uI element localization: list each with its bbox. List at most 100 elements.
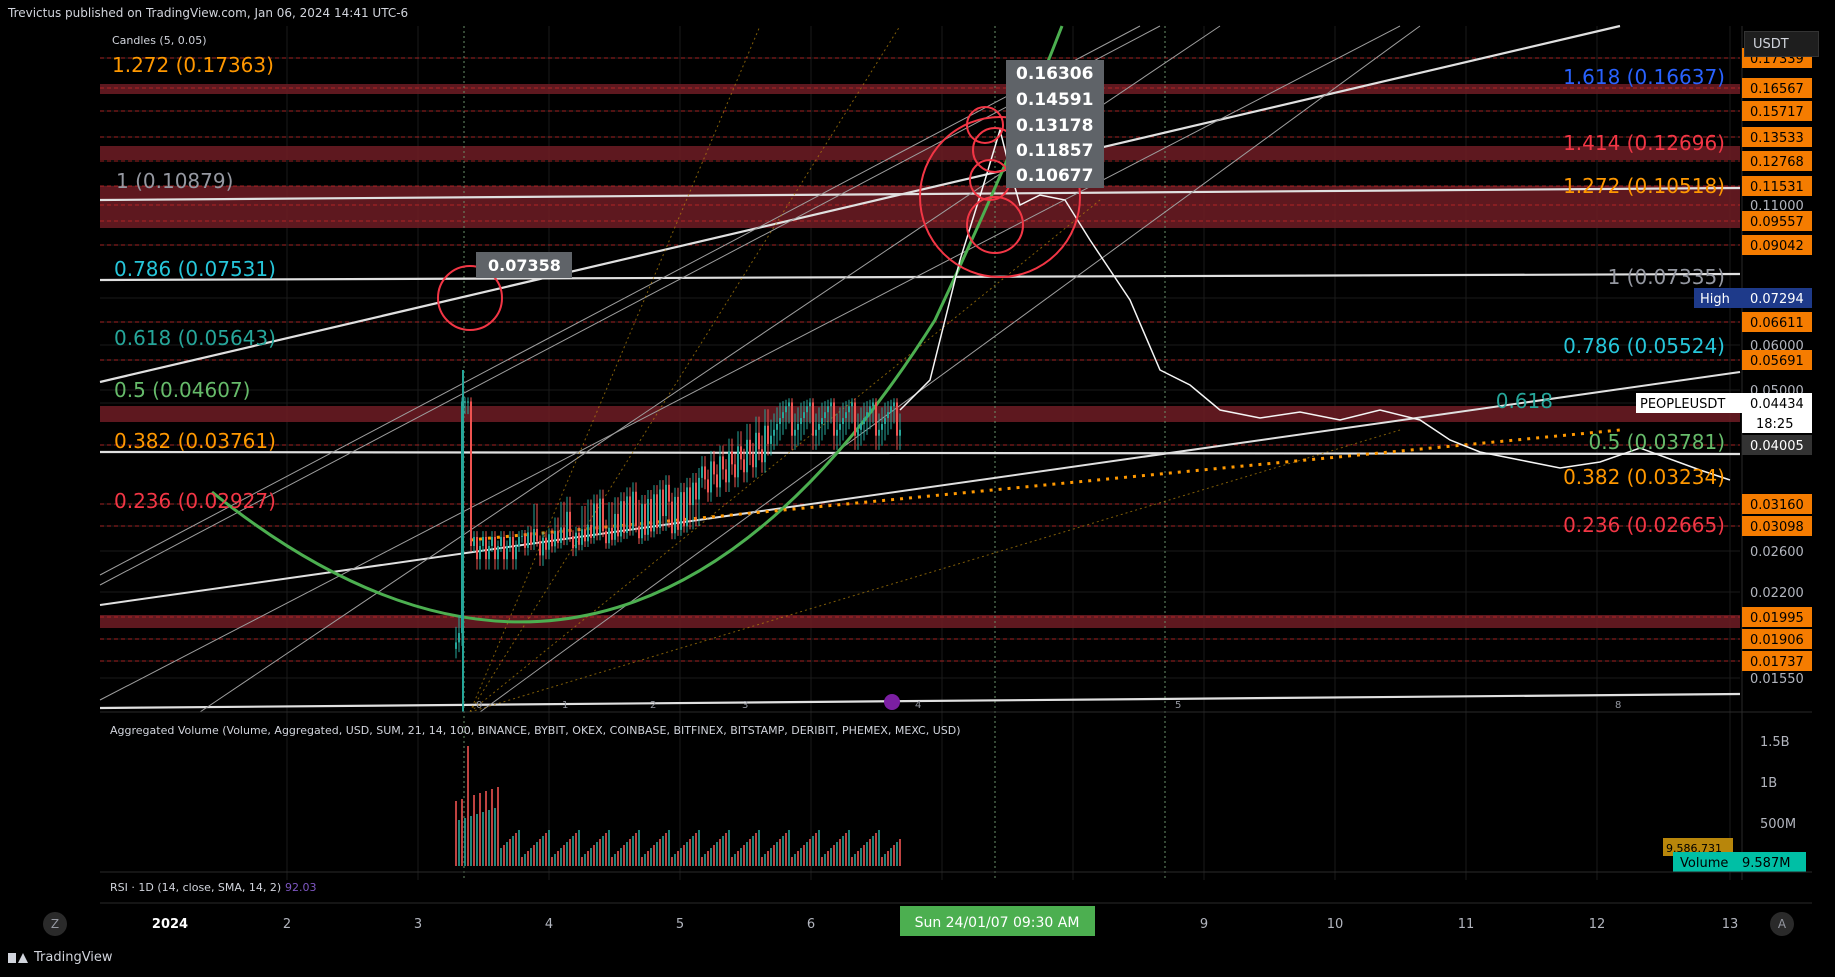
price-tag-bg	[1742, 176, 1812, 196]
time-axis-left-button[interactable]: Z	[43, 912, 67, 936]
candle-body	[737, 446, 739, 478]
volume-axis: 1.5B	[1760, 735, 1790, 750]
trend-line	[99, 272, 1741, 282]
candle-body	[512, 536, 514, 560]
candle-body	[473, 536, 475, 546]
rsi-value: 92.03	[285, 881, 317, 894]
volume-bar	[656, 842, 658, 866]
candle-body	[635, 491, 637, 527]
candle-body	[740, 446, 742, 460]
volume-bar	[809, 839, 811, 866]
wave-label: 1	[562, 700, 568, 711]
candle-body	[677, 496, 679, 530]
candle-body	[833, 402, 835, 436]
time-tick: 5	[676, 917, 684, 932]
candle-body	[509, 536, 511, 546]
candle-body	[869, 406, 871, 413]
wave-label: 8	[1615, 700, 1621, 711]
volume-bar	[860, 848, 862, 866]
candle-body	[695, 482, 697, 500]
candle-body	[743, 459, 745, 473]
candle-body	[488, 545, 490, 560]
volume-bar	[812, 836, 814, 866]
price-tag-bg	[1742, 607, 1812, 627]
candle-body	[722, 456, 724, 470]
candle-body	[824, 412, 826, 419]
candle-body	[854, 402, 856, 436]
volume-bar	[461, 799, 463, 866]
price-tag-bg	[1742, 494, 1812, 514]
candle-body	[749, 439, 751, 455]
volume-bar	[584, 854, 586, 866]
volume-bar	[734, 854, 736, 866]
candle-body	[557, 530, 559, 543]
price-tag: 0.16567	[1750, 82, 1804, 97]
candle-body	[518, 536, 520, 546]
fib-right-label: 0.236 (0.02665)	[1563, 513, 1725, 537]
time-tick: 4	[545, 917, 553, 932]
price-tag: 0.15717	[1750, 105, 1804, 120]
volume-bar	[662, 836, 664, 866]
candle-body	[542, 537, 544, 556]
currency-selector[interactable]: USDT	[1744, 31, 1819, 57]
cup-arc	[211, 25, 1064, 624]
candle-body	[527, 532, 529, 548]
volume-axis: 500M	[1760, 817, 1796, 832]
volume-bar	[794, 854, 796, 866]
volume-bar	[581, 857, 583, 866]
volume-bar	[620, 848, 622, 866]
volume-bar	[602, 836, 604, 866]
volume-bar	[800, 848, 802, 866]
price-tag: 0.03098	[1750, 520, 1804, 535]
volume-bar	[683, 845, 685, 866]
volume-bar	[512, 836, 514, 866]
price-tick: 0.06000	[1750, 339, 1804, 354]
auto-scale-button[interactable]: A	[1770, 912, 1794, 936]
price-tag: 0.01737	[1750, 655, 1804, 670]
candle-body	[692, 482, 694, 506]
candle-body	[764, 425, 766, 463]
candle-body	[611, 527, 613, 540]
candle-body	[605, 531, 607, 544]
trend-line	[99, 692, 1741, 710]
volume-bar	[824, 854, 826, 866]
candle-body	[878, 429, 880, 436]
volume-bar	[455, 801, 457, 866]
volume-bar	[764, 854, 766, 866]
fib-left-label: 1 (0.10879)	[116, 169, 233, 193]
volume-bar	[665, 833, 667, 866]
volume-tag-label: Volume	[1680, 856, 1728, 871]
channel-line	[99, 25, 1141, 576]
fib-right-label: 0.382 (0.03234)	[1563, 465, 1725, 489]
volume-bar	[746, 842, 748, 866]
volume-bar	[539, 839, 541, 866]
candle-body	[545, 537, 547, 550]
candle-body	[587, 524, 589, 542]
candle-body	[662, 489, 664, 517]
time-tick: 12	[1589, 917, 1606, 932]
candle-body	[671, 501, 673, 534]
volume-bar	[752, 836, 754, 866]
volume-bar	[482, 812, 484, 866]
volume-bar	[659, 839, 661, 866]
candle-body	[572, 536, 574, 549]
volume-bar	[488, 810, 490, 866]
target-label-bg	[1006, 137, 1104, 163]
volume-bar	[866, 842, 868, 866]
candle-body	[533, 528, 535, 545]
volume-bar	[596, 842, 598, 866]
volume-bar	[521, 857, 523, 866]
footer-brand[interactable]: TradingView	[8, 950, 113, 965]
volume-bar	[575, 833, 577, 866]
near-price-bg	[1742, 435, 1812, 455]
price-tick: 0.11000	[1750, 199, 1804, 214]
volume-bar	[473, 795, 475, 866]
candle-body	[704, 466, 706, 480]
candle-body	[593, 503, 595, 538]
candle-body	[470, 401, 472, 546]
candle-body	[896, 402, 898, 436]
fib-left-label: 1.272 (0.17363)	[112, 53, 274, 77]
price-tick: 0.02600	[1750, 545, 1804, 560]
volume-bar	[716, 842, 718, 866]
